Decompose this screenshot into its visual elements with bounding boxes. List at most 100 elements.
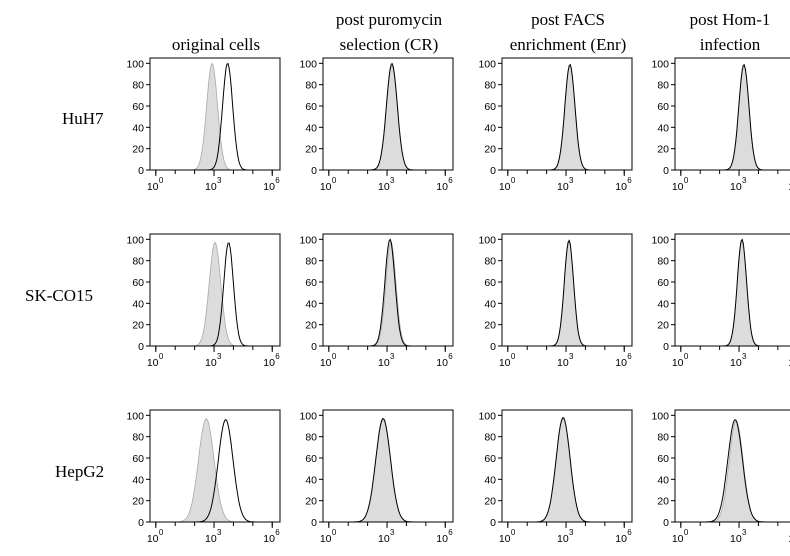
panel-frame [322, 233, 454, 347]
x-tick-exponent: 6 [627, 176, 632, 185]
x-tick-label: 10 [263, 533, 275, 545]
y-tick-label: 40 [484, 474, 496, 486]
x-tick-exponent: 6 [275, 528, 280, 537]
y-tick-label: 80 [484, 80, 496, 92]
panel-frame [501, 57, 633, 171]
column-title-2-line2: enrichment (Enr) [510, 35, 627, 54]
y-tick-label: 60 [305, 277, 317, 289]
panel-curves [675, 419, 790, 522]
x-tick-exponent: 0 [332, 352, 337, 361]
y-tick-label: 80 [305, 432, 317, 444]
outline-histogram [323, 238, 453, 346]
x-tick-exponent: 0 [684, 528, 689, 537]
y-tick-label: 0 [311, 165, 317, 177]
panel-curves [150, 241, 280, 346]
column-title-1-line1: post puromycin [336, 10, 443, 29]
x-tick-exponent: 3 [569, 352, 574, 361]
y-tick-label: 20 [484, 496, 496, 508]
panel-curves [323, 238, 453, 346]
x-tick-label: 10 [378, 533, 390, 545]
outline-histogram [675, 64, 790, 170]
y-tick-label: 100 [299, 410, 317, 422]
x-tick-exponent: 3 [742, 528, 747, 537]
panel-curves [675, 238, 790, 346]
y-tick-label: 40 [484, 122, 496, 134]
y-tick-label: 0 [138, 165, 144, 177]
y-tick-label: 80 [305, 80, 317, 92]
panel-frame [149, 57, 281, 171]
y-tick-label: 60 [305, 453, 317, 465]
filled-histogram [150, 62, 280, 170]
y-tick-label: 20 [484, 144, 496, 156]
outline-histogram [323, 418, 453, 522]
outline-histogram [150, 242, 280, 346]
y-tick-label: 20 [305, 144, 317, 156]
y-tick-label: 60 [132, 453, 144, 465]
y-tick-label: 40 [305, 474, 317, 486]
panel-frame [501, 233, 633, 347]
x-tick-label: 10 [499, 533, 511, 545]
histogram-panels: 0204060801001001031060204060801001001031… [126, 57, 790, 545]
x-tick-label: 10 [147, 357, 159, 369]
y-tick-label: 60 [132, 277, 144, 289]
x-tick-label: 10 [436, 357, 448, 369]
x-tick-label: 10 [147, 533, 159, 545]
y-tick-label: 0 [663, 341, 669, 353]
y-tick-label: 0 [663, 165, 669, 177]
column-titles: original cells post puromycin selection … [172, 10, 771, 54]
y-tick-label: 100 [299, 234, 317, 246]
y-tick-label: 60 [484, 101, 496, 113]
x-tick-label: 10 [378, 357, 390, 369]
y-tick-label: 100 [126, 410, 144, 422]
panel-frame [322, 409, 454, 523]
panel-curves [502, 239, 632, 346]
y-tick-label: 60 [305, 101, 317, 113]
y-tick-label: 60 [657, 277, 669, 289]
panel-frame [501, 409, 633, 523]
y-tick-label: 60 [484, 277, 496, 289]
panel-frame [322, 57, 454, 171]
x-tick-exponent: 3 [217, 176, 222, 185]
x-tick-exponent: 0 [159, 176, 164, 185]
x-tick-label: 10 [205, 357, 217, 369]
y-tick-label: 40 [657, 122, 669, 134]
y-tick-label: 80 [657, 432, 669, 444]
x-tick-exponent: 0 [511, 528, 516, 537]
x-tick-exponent: 3 [217, 352, 222, 361]
x-tick-exponent: 0 [159, 528, 164, 537]
y-tick-label: 40 [657, 474, 669, 486]
x-tick-label: 10 [436, 533, 448, 545]
x-tick-label: 10 [147, 181, 159, 193]
x-tick-exponent: 0 [511, 352, 516, 361]
x-tick-exponent: 0 [511, 176, 516, 185]
column-title-3-line1: post Hom-1 [690, 10, 771, 29]
y-tick-label: 40 [484, 298, 496, 310]
x-tick-label: 10 [615, 533, 627, 545]
x-tick-exponent: 3 [569, 176, 574, 185]
outline-histogram [150, 62, 280, 170]
y-tick-label: 20 [305, 496, 317, 508]
y-tick-label: 100 [478, 410, 496, 422]
outline-histogram [502, 239, 632, 346]
panel-curves [323, 63, 453, 170]
y-tick-label: 80 [657, 256, 669, 268]
x-tick-label: 10 [672, 357, 684, 369]
y-tick-label: 20 [132, 496, 144, 508]
x-tick-label: 10 [320, 533, 332, 545]
panel-frame [674, 233, 790, 347]
outline-histogram [502, 417, 632, 522]
panel-curves [502, 417, 632, 522]
y-tick-label: 60 [484, 453, 496, 465]
y-tick-label: 20 [657, 144, 669, 156]
filled-histogram [150, 241, 280, 346]
panel-curves [502, 63, 632, 170]
y-tick-label: 80 [305, 256, 317, 268]
column-title-3-line2: infection [700, 35, 761, 54]
x-tick-exponent: 3 [742, 352, 747, 361]
